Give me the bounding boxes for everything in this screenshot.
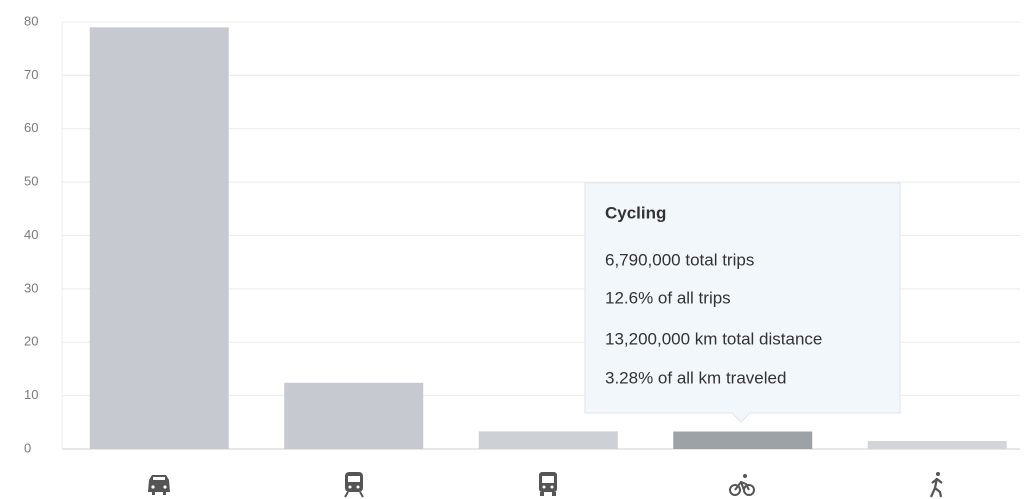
walk-icon (929, 472, 943, 498)
y-tick-label: 20 (24, 334, 38, 349)
bus-icon (539, 472, 557, 496)
y-tick-label: 30 (24, 280, 38, 295)
bar (89, 27, 229, 450)
tooltip-line: 12.6% of all trips (605, 288, 731, 307)
train-icon (344, 472, 364, 498)
bar (284, 382, 424, 449)
y-tick-label: 0 (24, 440, 31, 455)
tooltip-title: Cycling (605, 203, 666, 222)
y-tick-label: 80 (24, 13, 38, 28)
y-tick-label: 50 (24, 174, 38, 189)
bike-icon (729, 474, 755, 496)
tooltip: Cycling 6,790,000 total trips 12.6% of a… (584, 182, 901, 423)
bar (867, 440, 1007, 449)
car-icon (148, 475, 170, 495)
plot: 0 10 20 30 40 50 60 70 80 (24, 13, 1020, 455)
y-tick-label: 10 (24, 387, 38, 402)
tooltip-line: 13,200,000 km total distance (605, 329, 822, 348)
y-tick-label: 60 (24, 120, 38, 135)
y-tick-label: 40 (24, 227, 38, 242)
tooltip-line: 6,790,000 total trips (605, 250, 754, 269)
tooltip-line: 3.28% of all km traveled (605, 368, 786, 387)
category-icons (148, 472, 943, 498)
y-tick-label: 70 (24, 67, 38, 82)
tooltip-box (584, 182, 901, 423)
bar (673, 431, 813, 449)
bar (478, 431, 618, 449)
